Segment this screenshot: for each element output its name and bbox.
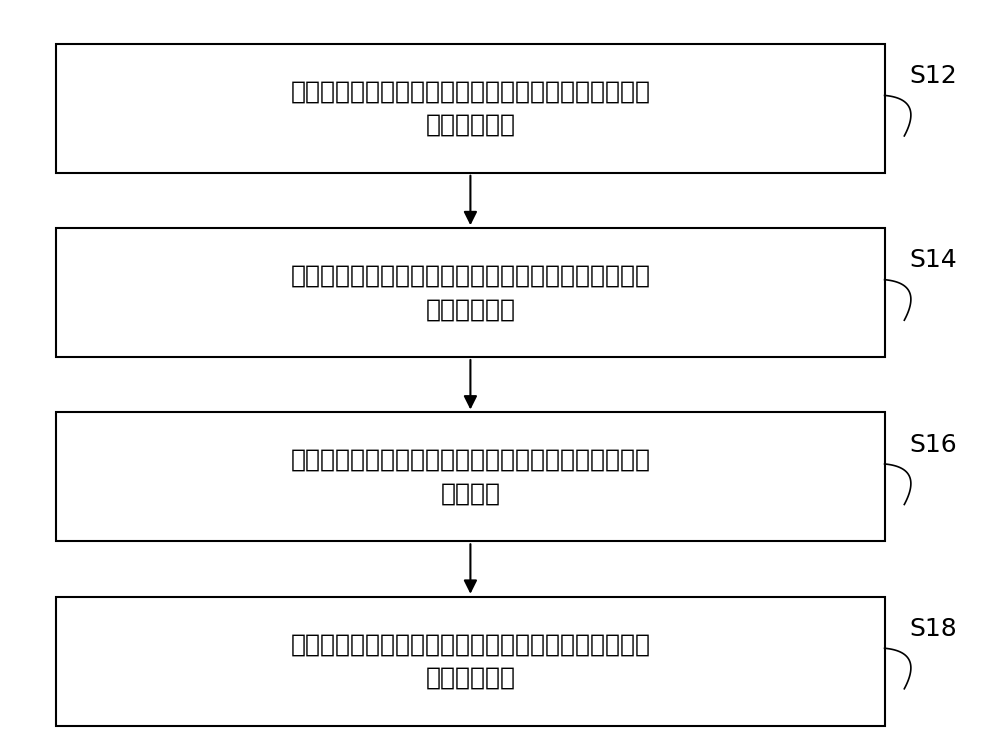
Bar <box>56 228 885 357</box>
Text: S18: S18 <box>909 617 957 641</box>
Text: S12: S12 <box>909 64 957 88</box>
Text: 在风机从非结冰期状态切换至结冰期状态时，确定风机
的结冰期开始: 在风机从非结冰期状态切换至结冰期状态时，确定风机 的结冰期开始 <box>290 80 650 137</box>
Text: S16: S16 <box>909 433 957 457</box>
Text: S14: S14 <box>909 249 957 273</box>
Bar <box>56 412 885 541</box>
Text: 在结冰期持续时间内获取风机的实时发电量和加热装置
的实时耗电量: 在结冰期持续时间内获取风机的实时发电量和加热装置 的实时耗电量 <box>290 264 650 321</box>
Text: 在风机从结冰期状态切换至非结冰期状态时，确定风机
的结冰期结束: 在风机从结冰期状态切换至非结冰期状态时，确定风机 的结冰期结束 <box>290 632 650 690</box>
Bar <box>56 44 885 173</box>
Text: 根据实时发电量和实时耗电量统计风机在结冰期的实时
增发电量: 根据实时发电量和实时耗电量统计风机在结冰期的实时 增发电量 <box>290 448 650 505</box>
Bar <box>56 596 885 725</box>
